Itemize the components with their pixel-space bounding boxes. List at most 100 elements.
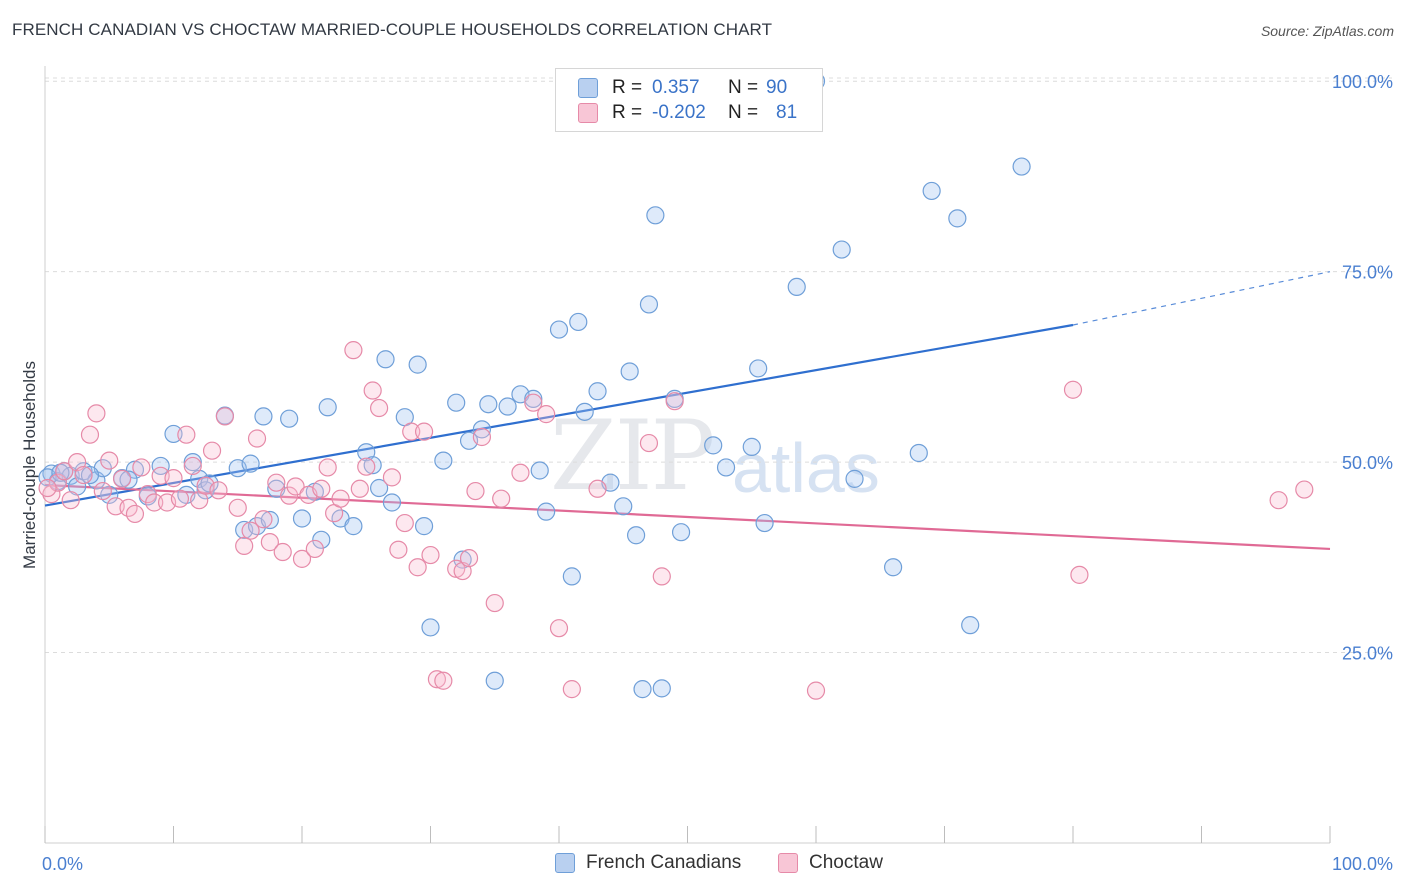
french-canadian-point: [569, 312, 588, 332]
choctaw-point: [331, 489, 350, 508]
choctaw-point: [132, 458, 151, 477]
choctaw-point: [466, 481, 485, 501]
french-canadian-point: [254, 407, 273, 426]
choctaw-point: [562, 680, 581, 699]
choctaw-point: [48, 473, 67, 492]
french-canadian-point: [909, 443, 928, 463]
french-canadian-point: [241, 454, 260, 473]
n-value: 81: [776, 102, 798, 123]
choctaw-point: [38, 478, 57, 498]
y-tick-label: 100.0%: [1332, 72, 1393, 92]
choctaw-point: [93, 481, 112, 501]
choctaw-point: [183, 456, 202, 476]
chart-title: FRENCH CANADIAN VS CHOCTAW MARRIED-COUPL…: [12, 20, 773, 39]
french-canadian-point: [787, 277, 806, 297]
french-canadian-point: [948, 209, 967, 228]
choctaw-point: [1295, 480, 1314, 499]
choctaw-point: [202, 441, 222, 460]
french-canadian-point: [639, 295, 659, 314]
choctaw-point: [280, 486, 299, 505]
r-value: -0.202: [652, 102, 706, 123]
legend-swatch: [555, 853, 575, 873]
choctaw-point: [389, 540, 408, 559]
choctaw-point: [459, 548, 479, 568]
french-canadian-point: [575, 402, 594, 421]
french-canadian-trend-line: [44, 323, 1074, 507]
choctaw-point: [472, 427, 491, 447]
french-canadian-point: [961, 616, 980, 635]
r-label: R =: [612, 77, 643, 98]
french-canadian-point: [671, 523, 691, 542]
french-canadian-point: [344, 517, 363, 536]
legend-item-choctaw[interactable]: Choctaw: [778, 852, 883, 874]
y-tick-label: 75.0%: [1342, 263, 1393, 283]
choctaw-point: [1063, 380, 1083, 399]
choctaw-point: [209, 481, 228, 500]
french-canadian-point: [434, 451, 453, 470]
choctaw-point: [652, 567, 671, 586]
french-canadian-point: [620, 362, 639, 381]
french-canadian-point: [646, 206, 665, 225]
french-canadian-point: [119, 470, 138, 489]
n-value: 90: [766, 77, 788, 98]
legend-item-french-canadians[interactable]: French Canadians: [555, 852, 741, 874]
choctaw-point: [357, 457, 376, 476]
french-canadian-point: [716, 458, 736, 477]
choctaw-point: [80, 425, 100, 444]
choctaw-point: [228, 498, 247, 517]
french-canadian-point: [549, 320, 569, 339]
stats-row-choctaw: R = -0.202 N = 81: [578, 101, 797, 125]
french-canadian-point: [704, 436, 723, 455]
choctaw-point: [1269, 491, 1288, 510]
french-canadian-point: [749, 359, 768, 378]
french-canadian-point: [479, 395, 498, 414]
choctaw-point: [421, 545, 440, 565]
y-axis-label: Married-couple Households: [20, 361, 39, 569]
french-canadian-point: [537, 502, 556, 521]
french-canadian-point: [845, 469, 864, 488]
y-tick-label: 25.0%: [1342, 644, 1393, 664]
source-note: Source: ZipAtlas.com: [1260, 23, 1394, 39]
choctaw-point: [427, 670, 447, 689]
choctaw-point: [312, 479, 331, 498]
choctaw-point: [177, 425, 196, 444]
french-canadian-point: [151, 456, 170, 476]
n-label: N =: [728, 102, 759, 123]
french-canadian-point: [588, 382, 607, 401]
french-canadian-point: [363, 456, 382, 475]
choctaw-point: [318, 458, 337, 477]
choctaw-point: [87, 404, 106, 423]
french-canadian-point: [414, 517, 434, 536]
watermark-atlas: atlas: [732, 429, 880, 507]
choctaw-point: [665, 392, 684, 411]
legend-swatch: [578, 103, 598, 123]
r-label: R =: [612, 102, 643, 123]
choctaw-point: [241, 521, 260, 540]
french-canadian-point: [408, 355, 427, 374]
french-canadian-point: [447, 393, 466, 412]
french-canadian-point: [498, 397, 517, 416]
choctaw-point: [402, 422, 421, 441]
choctaw-point: [806, 681, 826, 700]
legend-swatch: [778, 853, 798, 873]
choctaw-point: [125, 504, 145, 524]
french-canadian-point: [164, 424, 183, 444]
choctaw-point: [145, 493, 164, 512]
choctaw-point: [511, 463, 530, 482]
stats-row-french-canadians: R = 0.357 N = 90: [578, 76, 787, 100]
choctaw-point: [305, 539, 324, 559]
choctaw-point: [537, 405, 556, 424]
french-canadian-point: [742, 437, 761, 456]
french-canadian-point: [626, 526, 646, 545]
trend-lines: [44, 271, 1331, 551]
choctaw-point: [588, 479, 607, 498]
french-canadian-point: [922, 181, 941, 201]
series-legend: French Canadians Choctaw: [0, 850, 1406, 880]
french-canadian-point: [370, 478, 389, 498]
french-canadian-point: [80, 465, 100, 485]
french-canadian-point: [421, 618, 440, 637]
legend-label: Choctaw: [809, 852, 883, 873]
choctaw-point: [55, 462, 74, 481]
choctaw-point: [492, 489, 511, 508]
